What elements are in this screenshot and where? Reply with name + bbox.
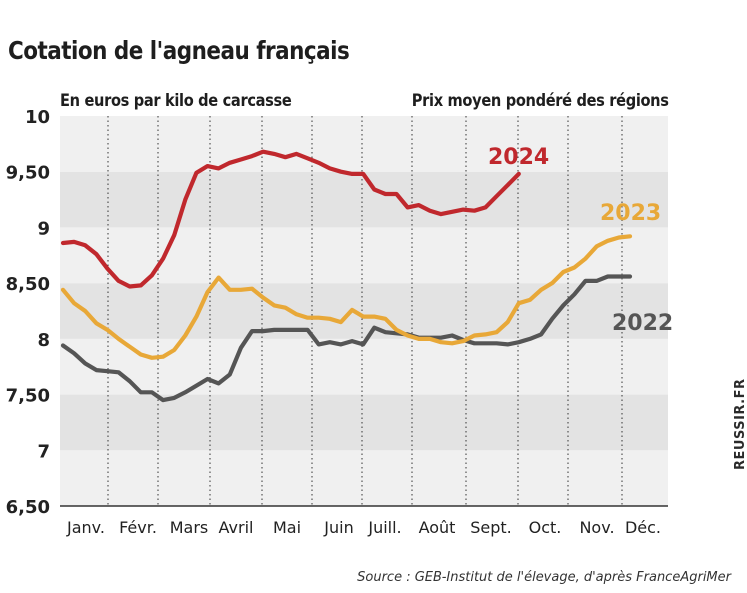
x-tick-label: Févr. [119,518,157,537]
y-tick-label: 8,50 [6,274,50,295]
band-6 [60,116,668,172]
x-tick-label: Sept. [470,518,512,537]
series-label-2023: 2023 [600,201,661,226]
y-tick-label: 7,50 [6,386,50,407]
x-tick-label: Juin [323,518,353,537]
series-line-2023 [60,234,633,360]
band-2 [60,338,668,395]
y-axis-ticks: 10 9,50 9 8,50 8 7,50 7 6,50 [6,107,50,518]
series-line-2024 [60,149,521,289]
band-3 [60,283,668,339]
y-tick-label: 9,50 [6,163,50,184]
band-4 [60,227,668,284]
x-tick-label: Oct. [529,518,562,537]
y-tick-label: 8 [37,330,50,351]
watermark: REUSSIR.FR [733,378,747,470]
y-tick-label: 6,50 [6,497,50,518]
y-tick-label: 10 [25,107,50,128]
x-tick-label: Nov. [579,518,614,537]
chart-subtitle: En euros par kilo de carcasse [60,91,292,111]
chart-subtitle-right: Prix moyen pondéré des régions [412,91,669,111]
x-axis-ticks: Janv. Févr. Mars Avril Mai Juin Juill. Août Sept… [66,518,661,537]
y-tick-label: 7 [37,441,50,462]
x-tick-label: Mars [170,518,209,537]
series-labels: 2022 2023 2024 [488,145,673,336]
band-5 [60,171,668,228]
series-label-2024: 2024 [488,145,549,170]
month-gridlines [107,116,623,506]
x-tick-label: Janv. [66,518,105,537]
x-tick-label: Avril [219,518,254,537]
y-tick-label: 9 [37,218,50,239]
series-label-2022: 2022 [612,311,673,336]
chart-background-bands [60,116,668,506]
band-0 [60,450,668,506]
chart-title: Cotation de l'agneau français [8,36,350,65]
x-tick-label: Déc. [625,518,661,537]
x-tick-label: Juill. [367,518,401,537]
band-1 [60,394,668,451]
series-line-2022 [60,274,633,403]
series-lines [60,149,633,403]
x-tick-label: Août [419,518,456,537]
x-tick-label: Mai [273,518,301,537]
source-note: Source : GEB-Institut de l'élevage, d'ap… [357,570,731,585]
